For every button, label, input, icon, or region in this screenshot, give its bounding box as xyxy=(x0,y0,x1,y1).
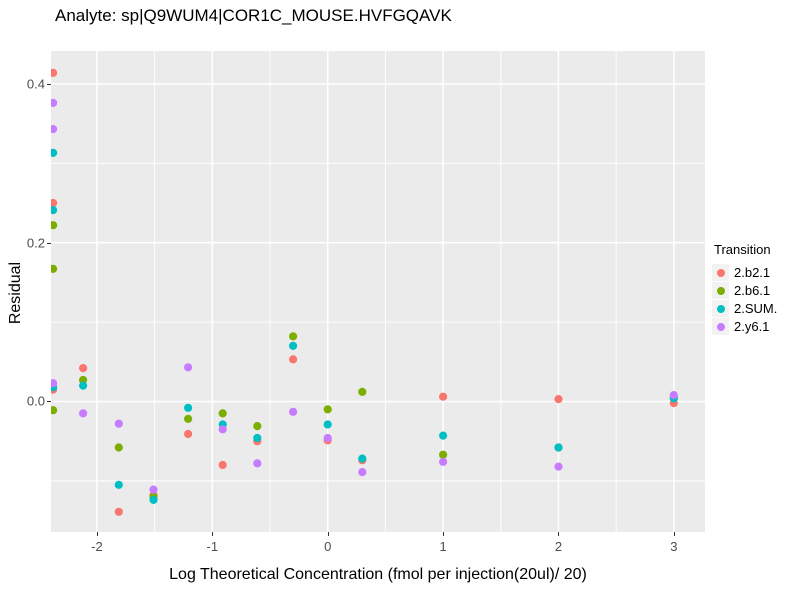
data-point-2.SUM. xyxy=(79,381,88,390)
data-point-2.y6.1 xyxy=(554,462,563,471)
legend-point-icon xyxy=(716,268,725,277)
data-point-2.SUM. xyxy=(114,480,123,489)
legend-item-label: 2.SUM. xyxy=(734,301,778,316)
y-tick-label: 0.2 xyxy=(26,235,45,251)
data-point-2.SUM. xyxy=(358,454,367,463)
legend-point-icon xyxy=(716,286,725,295)
x-tick-label: 2 xyxy=(554,539,563,554)
data-point-2.y6.1 xyxy=(51,379,58,388)
data-point-2.b6.1 xyxy=(439,450,448,459)
legend-items: 2.b2.1 2.b6.1 2.SUM. 2.y6.1 xyxy=(712,264,798,335)
x-tick-label: 1 xyxy=(439,539,447,554)
data-point-2.SUM. xyxy=(51,206,58,215)
data-point-2.SUM. xyxy=(439,431,448,440)
legend-item-label: 2.b6.1 xyxy=(734,283,771,298)
data-point-2.SUM. xyxy=(184,403,193,412)
data-point-2.b6.1 xyxy=(289,332,298,341)
y-tick-mark xyxy=(47,401,51,403)
data-point-2.b6.1 xyxy=(51,406,58,415)
data-point-2.y6.1 xyxy=(79,409,88,418)
legend: Transition 2.b2.1 2.b6.1 2.SUM. 2.y6.1 xyxy=(712,242,798,336)
x-tick-label: -1 xyxy=(206,539,219,554)
data-point-2.b6.1 xyxy=(358,387,367,396)
data-point-2.b6.1 xyxy=(218,409,227,418)
data-point-2.y6.1 xyxy=(184,363,193,372)
x-tick-mark xyxy=(327,532,329,536)
legend-title: Transition xyxy=(714,242,771,257)
data-point-2.y6.1 xyxy=(358,468,367,477)
legend-key xyxy=(712,318,729,335)
data-point-2.y6.1 xyxy=(253,459,262,468)
legend-item-label: 2.b2.1 xyxy=(734,265,771,280)
legend-key xyxy=(712,300,729,317)
data-point-2.y6.1 xyxy=(114,419,123,428)
data-point-2.b6.1 xyxy=(323,405,332,414)
scatter-plot xyxy=(51,51,705,532)
data-point-2.b2.1 xyxy=(184,429,193,439)
legend-item: 2.b2.1 xyxy=(712,264,798,281)
plot-panel xyxy=(51,51,705,532)
data-point-2.SUM. xyxy=(323,420,332,429)
x-tick-mark xyxy=(96,532,98,536)
y-tick-label: 0.0 xyxy=(26,393,45,409)
legend-item-label: 2.y6.1 xyxy=(734,319,770,334)
data-point-2.y6.1 xyxy=(289,407,298,416)
data-point-2.b2.1 xyxy=(554,395,563,404)
data-point-2.b6.1 xyxy=(51,221,58,230)
y-tick-mark xyxy=(47,242,51,244)
data-point-2.y6.1 xyxy=(323,433,332,443)
data-point-2.b6.1 xyxy=(114,443,123,452)
data-point-2.b2.1 xyxy=(79,364,88,373)
y-tick-mark xyxy=(47,83,51,85)
data-point-2.b6.1 xyxy=(51,264,58,273)
y-tick-label: 0.4 xyxy=(26,76,45,92)
chart-title: Analyte: sp|Q9WUM4|COR1C_MOUSE.HVFGQAVK xyxy=(55,6,452,25)
x-tick-label: -2 xyxy=(91,539,103,554)
x-axis-title: Log Theoretical Concentration (fmol per … xyxy=(169,566,587,583)
legend-item: 2.b6.1 xyxy=(712,282,798,299)
data-point-2.b2.1 xyxy=(218,460,227,470)
data-point-2.y6.1 xyxy=(149,485,158,494)
data-point-2.y6.1 xyxy=(669,391,678,400)
data-point-2.y6.1 xyxy=(51,98,58,107)
x-tick-mark xyxy=(558,532,560,536)
legend-key xyxy=(712,264,729,281)
x-tick-label: 0 xyxy=(324,539,332,554)
legend-item: 2.SUM. xyxy=(712,300,798,317)
x-tick-mark xyxy=(443,532,445,536)
data-point-2.y6.1 xyxy=(439,457,448,466)
legend-point-icon xyxy=(716,322,725,331)
legend-point-icon xyxy=(716,304,725,313)
legend-key xyxy=(712,282,729,299)
legend-item: 2.y6.1 xyxy=(712,318,798,335)
data-point-2.b2.1 xyxy=(51,68,58,77)
x-tick-label: 3 xyxy=(670,539,678,554)
data-point-2.y6.1 xyxy=(51,125,58,134)
x-tick-mark xyxy=(212,532,214,536)
data-point-2.b2.1 xyxy=(439,392,448,401)
data-point-2.b2.1 xyxy=(114,507,123,516)
data-point-2.SUM. xyxy=(289,341,298,350)
x-tick-mark xyxy=(673,532,675,536)
data-point-2.b2.1 xyxy=(289,355,298,364)
data-point-2.b6.1 xyxy=(184,414,193,423)
data-point-2.SUM. xyxy=(51,148,58,157)
data-point-2.SUM. xyxy=(253,433,262,443)
data-point-2.SUM. xyxy=(554,443,563,452)
data-point-2.y6.1 xyxy=(218,425,227,434)
data-point-2.b6.1 xyxy=(253,422,262,431)
data-point-2.b2.1 xyxy=(51,198,58,208)
data-point-2.SUM. xyxy=(149,495,158,504)
